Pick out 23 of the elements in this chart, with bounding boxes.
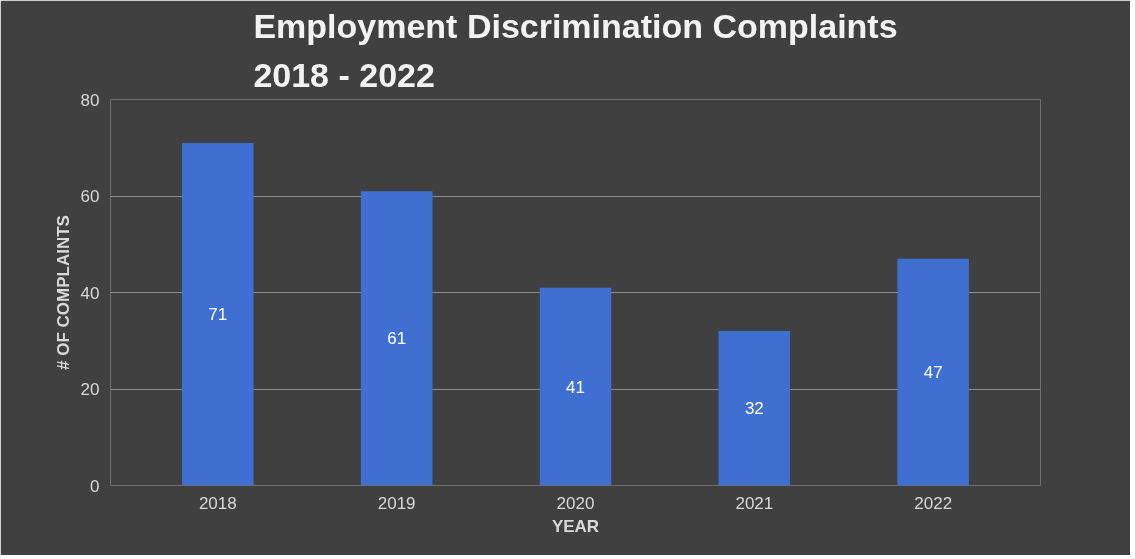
- y-tick-label: 20: [80, 380, 100, 399]
- y-tick-label: 40: [80, 283, 100, 303]
- chart-title: Employment Discrimination Complaints 2018 - 2022: [253, 7, 898, 95]
- data-label: 41: [566, 377, 585, 397]
- x-axis-title: YEAR: [551, 516, 600, 536]
- x-tick-label: 2018: [198, 493, 237, 513]
- y-axis-title: # OF COMPLAINTS: [53, 215, 73, 370]
- bar: [182, 142, 254, 486]
- data-label: 47: [923, 363, 943, 383]
- bar: [360, 191, 433, 486]
- data-label: 71: [208, 305, 228, 325]
- x-tick-label: 2020: [556, 493, 595, 513]
- bar: [897, 258, 969, 486]
- bar: [718, 331, 791, 486]
- data-label: 61: [387, 329, 407, 349]
- x-tick-label: 2021: [735, 493, 774, 513]
- x-tick-label: 2022: [914, 493, 953, 513]
- y-tick-label: 60: [80, 187, 100, 206]
- y-tick-label: 80: [80, 90, 100, 110]
- data-label: 32: [744, 399, 764, 419]
- bar: [539, 287, 612, 486]
- y-tick-label: 0: [90, 476, 100, 496]
- x-tick-label: 2019: [377, 493, 416, 513]
